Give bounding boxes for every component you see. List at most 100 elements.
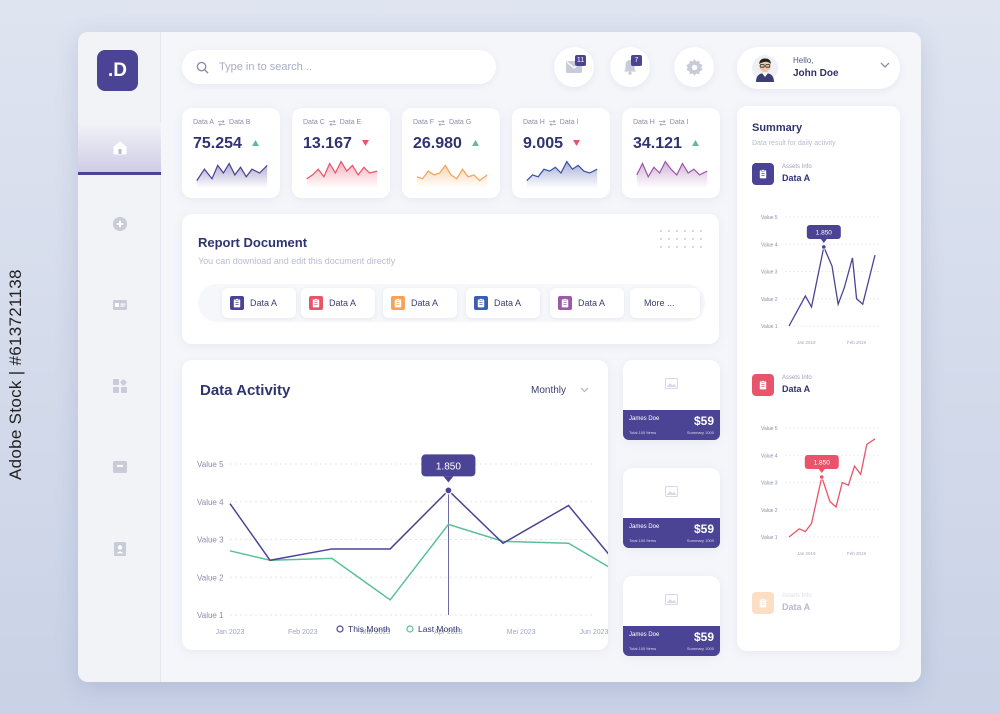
image-placeholder-icon — [665, 378, 678, 389]
summary-panel: Summary Data result for daily activity A… — [737, 106, 900, 651]
sidebar-item-home[interactable] — [78, 123, 161, 175]
swap-arrows-icon — [218, 119, 226, 126]
stat-card[interactable]: Data H Data I 34.121 — [622, 108, 720, 198]
sparkline-chart — [306, 160, 378, 189]
search-bar[interactable] — [182, 50, 496, 84]
stat-label-b: Data E — [339, 119, 362, 126]
sidebar-item-cards[interactable] — [78, 279, 161, 331]
asset-info-label: Assets Info — [782, 593, 812, 599]
payment-card[interactable]: James Doe $59 Total 100 Items Summary 10… — [623, 576, 720, 656]
y-tick-label: Value 2 — [197, 573, 224, 582]
stat-label-b: Data I — [559, 119, 579, 126]
payment-band: James Doe $59 Total 100 Items Summary 10… — [623, 626, 720, 656]
decor-dot — [683, 245, 687, 249]
sparkline-chart — [636, 160, 708, 189]
x-tick-label: Jan 2019 — [797, 551, 816, 556]
payment-band: James Doe $59 Total 100 Items Summary 10… — [623, 518, 720, 548]
payment-summary: Summary 1000 — [686, 646, 714, 651]
summary-subtitle: Data result for daily activity — [752, 140, 836, 147]
sparkline-line — [416, 164, 488, 182]
tooltip-box — [421, 454, 476, 477]
image-placeholder-icon — [665, 486, 678, 497]
user-menu[interactable]: Hello, John Doe — [737, 47, 900, 89]
document-item[interactable]: Data A — [550, 288, 624, 318]
stat-label-b: Data B — [229, 119, 251, 126]
document-label: Data A — [250, 298, 278, 308]
more-documents-button[interactable]: More ... — [630, 288, 700, 318]
contact-book-icon — [113, 542, 126, 556]
activity-title: Data Activity — [200, 382, 291, 399]
user-name: John Doe — [793, 68, 839, 79]
payment-total: Total 100 Items — [629, 646, 657, 651]
y-tick-label: Value 3 — [761, 481, 778, 487]
x-tick-label: Mei 2023 — [507, 629, 536, 636]
payment-total: Total 100 Items — [629, 430, 657, 435]
decor-dot — [659, 237, 663, 241]
trend-down-icon — [362, 140, 369, 146]
sparkline-area — [416, 165, 488, 189]
highlight-point — [444, 486, 453, 495]
search-input[interactable] — [219, 61, 459, 73]
sidebar: .D — [78, 32, 161, 682]
sidebar-item-add[interactable] — [78, 198, 161, 250]
payment-card[interactable]: James Doe $59 Total 100 Items Summary 10… — [623, 468, 720, 548]
summary-title: Summary — [752, 122, 803, 134]
tooltip-arrow — [820, 238, 827, 243]
decor-dot — [691, 229, 695, 233]
chevron-down-icon[interactable] — [580, 387, 589, 393]
document-item[interactable]: Data A — [301, 288, 375, 318]
summary-chart: Value 1 Value 2 Value 3 Value 4 Value 5 Jan 2… — [761, 215, 879, 345]
asset-name: Data A — [782, 173, 811, 183]
swap-arrows-icon — [438, 119, 446, 126]
asset-name: Data A — [782, 602, 811, 612]
data-activity-chart: Value 1 Value 2 Value 3 Value 4 Value 5 Jan 2… — [197, 454, 608, 636]
swap-arrows-icon — [328, 119, 336, 126]
trend-up-icon — [252, 140, 259, 146]
decor-dot — [675, 229, 679, 233]
decor-dot — [659, 245, 663, 249]
stat-card[interactable]: Data C Data E 13.167 — [292, 108, 390, 198]
mail-count-badge: 11 — [575, 55, 586, 66]
period-select[interactable]: Monthly — [531, 385, 567, 396]
clipboard-icon — [752, 374, 774, 396]
legend-marker — [336, 625, 344, 633]
dashboard-window: .D 11 7 — [78, 32, 921, 682]
swap-arrows-icon — [548, 119, 556, 126]
stat-card[interactable]: Data H Data I 9.005 — [512, 108, 610, 198]
settings-button[interactable] — [674, 47, 714, 87]
decor-dot — [699, 245, 702, 249]
x-tick-label: Jan 2019 — [797, 340, 816, 345]
document-item[interactable]: Data A — [466, 288, 540, 318]
payment-amount: $59 — [693, 630, 714, 644]
stat-label-a: Data A — [193, 119, 215, 126]
notifications-button[interactable]: 7 — [610, 47, 650, 87]
payment-amount: $59 — [693, 522, 714, 536]
sidebar-item-apps[interactable] — [78, 360, 161, 412]
sparkline-chart — [196, 162, 268, 189]
asset-name: Data A — [782, 384, 811, 394]
x-tick-label: Feb 2019 — [847, 551, 867, 556]
report-title: Report Document — [198, 235, 308, 250]
sidebar-item-contacts[interactable] — [78, 523, 161, 575]
stat-label-a: Data H — [633, 119, 655, 126]
decor-dot — [667, 245, 671, 249]
add-circle-icon — [112, 217, 127, 231]
document-item[interactable]: Data A — [383, 288, 457, 318]
stat-card[interactable]: Data F Data G 26.980 — [402, 108, 500, 198]
trend-up-icon — [692, 140, 699, 146]
sidebar-item-archive[interactable] — [78, 441, 161, 493]
tooltip-value: 1.850 — [816, 229, 833, 236]
x-tick-label: Jun 2023 — [580, 629, 608, 636]
messages-button[interactable]: 11 — [554, 47, 594, 87]
document-item[interactable]: Data A — [222, 288, 296, 318]
stat-value: 13.167 — [303, 135, 352, 152]
payment-card[interactable]: James Doe $59 Total 100 Items Summary 10… — [623, 360, 720, 440]
stat-card[interactable]: Data A Data B 75.254 — [182, 108, 280, 198]
decor-dot — [683, 237, 687, 241]
tooltip-arrow — [818, 469, 825, 474]
asset-info-label: Assets Info — [782, 375, 812, 381]
sparkline-area — [196, 163, 268, 189]
brand-logo[interactable]: .D — [97, 50, 138, 91]
document-label: Data A — [411, 298, 439, 308]
clipboard-icon — [391, 296, 405, 310]
